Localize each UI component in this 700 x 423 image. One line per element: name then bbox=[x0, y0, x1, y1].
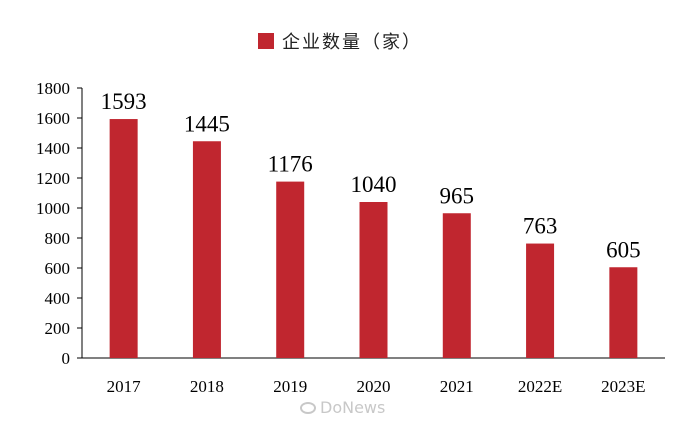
bar-value-label: 605 bbox=[606, 237, 641, 262]
y-tick-label: 200 bbox=[45, 319, 71, 338]
x-tick-label: 2021 bbox=[440, 377, 474, 396]
bar-value-label: 1176 bbox=[268, 152, 313, 177]
x-tick-label: 2017 bbox=[107, 377, 142, 396]
y-tick-label: 1000 bbox=[36, 199, 70, 218]
bar-value-label: 965 bbox=[440, 183, 475, 208]
y-tick-label: 400 bbox=[45, 289, 71, 308]
x-tick-label: 2018 bbox=[190, 377, 224, 396]
bar-value-label: 1445 bbox=[184, 111, 230, 136]
x-tick-label: 2023E bbox=[601, 377, 645, 396]
bar-value-label: 763 bbox=[523, 214, 558, 239]
legend-label: 企业数量（家） bbox=[282, 32, 422, 53]
y-tick-label: 1800 bbox=[36, 79, 70, 98]
bar bbox=[109, 119, 138, 358]
x-tick-label: 2019 bbox=[273, 377, 307, 396]
watermark-text: DoNews bbox=[320, 398, 386, 417]
bar bbox=[192, 141, 221, 358]
y-tick-label: 1200 bbox=[36, 169, 70, 188]
watermark: DoNews bbox=[300, 398, 385, 417]
bar bbox=[609, 267, 638, 358]
bar bbox=[526, 243, 555, 358]
y-tick-label: 1400 bbox=[36, 139, 70, 158]
legend-swatch-icon bbox=[258, 33, 274, 49]
weibo-icon bbox=[300, 401, 316, 414]
y-tick-label: 800 bbox=[45, 229, 71, 248]
bar-value-label: 1040 bbox=[351, 172, 397, 197]
y-tick-label: 0 bbox=[62, 349, 71, 368]
x-tick-label: 2020 bbox=[357, 377, 391, 396]
x-tick-label: 2022E bbox=[518, 377, 562, 396]
y-tick-label: 1600 bbox=[36, 109, 70, 128]
bar bbox=[442, 213, 471, 358]
bar-value-label: 1593 bbox=[101, 89, 147, 114]
bar bbox=[276, 181, 305, 358]
bar bbox=[359, 202, 388, 358]
legend: 企业数量（家） bbox=[258, 28, 422, 54]
y-tick-label: 600 bbox=[45, 259, 71, 278]
